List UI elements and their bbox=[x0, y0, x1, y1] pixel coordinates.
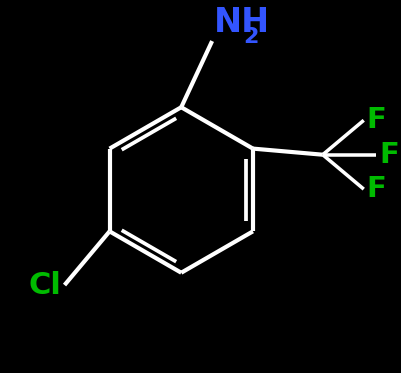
Text: F: F bbox=[378, 141, 398, 169]
Text: Cl: Cl bbox=[28, 270, 61, 300]
Text: 2: 2 bbox=[243, 27, 258, 47]
Text: NH: NH bbox=[213, 6, 269, 39]
Text: F: F bbox=[366, 175, 386, 203]
Text: F: F bbox=[366, 106, 386, 134]
